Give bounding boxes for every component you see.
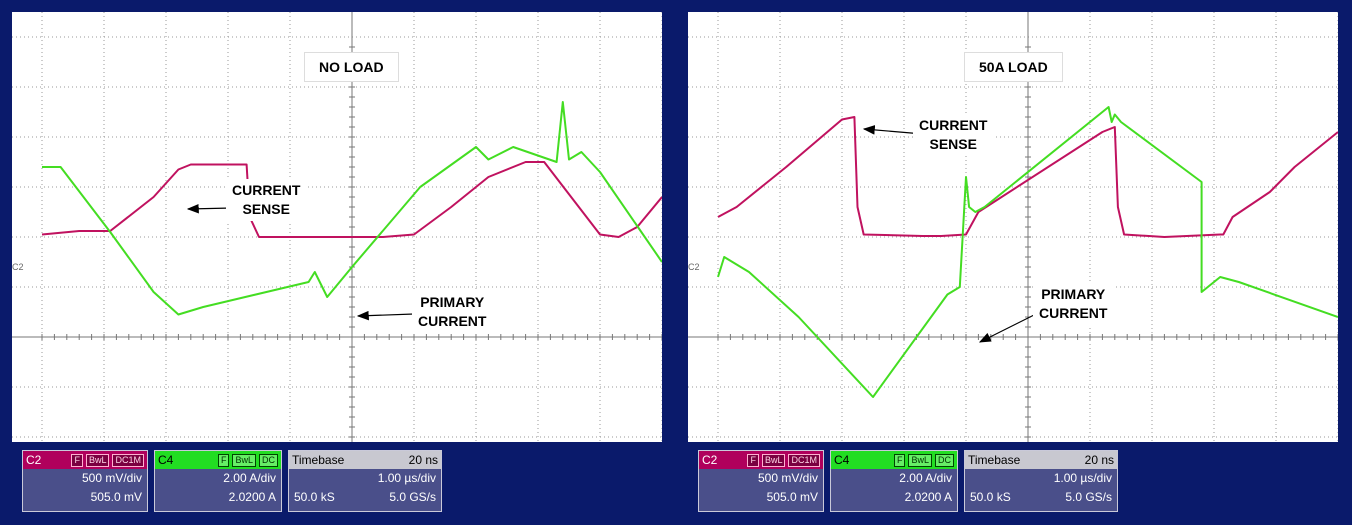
timebase-delay: 20 ns: [408, 453, 438, 467]
annotation-line: CURRENT: [1039, 305, 1108, 321]
timebase-rate: 5.0 GS/s: [1065, 490, 1112, 504]
annotation-line: CURRENT: [418, 313, 487, 329]
annotation-line: CURRENT: [919, 117, 988, 133]
channel-2-label: C2: [26, 453, 42, 467]
tag-coupling: DC1M: [112, 453, 144, 467]
channel-4-offset: 2.0200 A: [228, 490, 276, 504]
annotation-current-sense: CURRENT SENSE: [913, 114, 994, 156]
tag-bandwidth: BwL: [761, 453, 786, 467]
tag-bandwidth: BwL: [232, 453, 256, 467]
channel-4-box[interactable]: C4 F BwL DC 2.00 A/div 2.0200 A: [830, 450, 958, 512]
annotation-current-sense: CURRENT SENSE: [226, 179, 307, 221]
channel-2-offset: 505.0 mV: [90, 490, 142, 504]
trace-c2: [717, 116, 1338, 238]
timebase-scale: 1.00 µs/div: [377, 471, 436, 485]
timebase-label: Timebase: [968, 453, 1021, 467]
scope-panel-no-load: C2 NO LOAD CURRENT SENSE PRIMARY CURRENT…: [0, 0, 676, 525]
timebase-box[interactable]: Timebase 20 ns 1.00 µs/div 50.0 kS 5.0 G…: [964, 450, 1118, 512]
channel-4-scale: 2.00 A/div: [899, 471, 952, 485]
tag-filter: F: [217, 453, 230, 467]
channel-4-scale: 2.00 A/div: [223, 471, 276, 485]
channel-2-offset: 505.0 mV: [766, 490, 818, 504]
tag-coupling: DC: [259, 453, 278, 467]
channel-2-scale: 500 mV/div: [757, 471, 818, 485]
tag-bandwidth: BwL: [85, 453, 110, 467]
channel-2-scale: 500 mV/div: [81, 471, 142, 485]
timebase-samples: 50.0 kS: [970, 490, 1011, 504]
scope-panel-50a-load: C2 50A LOAD CURRENT SENSE PRIMARY CURREN…: [676, 0, 1352, 525]
timebase-label: Timebase: [292, 453, 345, 467]
tag-coupling: DC: [935, 453, 954, 467]
timebase-samples: 50.0 kS: [294, 490, 335, 504]
channel-4-box[interactable]: C4 F BwL DC 2.00 A/div 2.0200 A: [154, 450, 282, 512]
channel-marker: C2: [12, 262, 24, 272]
annotation-arrow: [186, 203, 233, 214]
timebase-delay: 20 ns: [1084, 453, 1114, 467]
timebase-rate: 5.0 GS/s: [389, 490, 436, 504]
annotation-line: CURRENT: [232, 182, 301, 198]
channel-4-offset: 2.0200 A: [904, 490, 952, 504]
waveform-plot: [688, 12, 1338, 442]
trace-c4: [717, 106, 1338, 398]
tag-filter: F: [71, 453, 83, 467]
channel-4-label: C4: [834, 453, 850, 467]
channel-2-label: C2: [702, 453, 718, 467]
tag-filter: F: [747, 453, 759, 467]
annotation-line: PRIMARY: [1041, 286, 1106, 302]
timebase-scale: 1.00 µs/div: [1053, 471, 1112, 485]
waveform-plot: [12, 12, 662, 442]
plot-title: 50A LOAD: [964, 52, 1063, 82]
scope-screen: C2 NO LOAD CURRENT SENSE PRIMARY CURRENT: [12, 12, 662, 442]
trace-c4: [42, 101, 662, 316]
channel-marker: C2: [688, 262, 700, 272]
channel-4-label: C4: [158, 453, 174, 467]
timebase-box[interactable]: Timebase 20 ns 1.00 µs/div 50.0 kS 5.0 G…: [288, 450, 442, 512]
tag-bandwidth: BwL: [908, 453, 932, 467]
annotation-primary-current: PRIMARY CURRENT: [1033, 283, 1114, 325]
annotation-line: PRIMARY: [420, 294, 485, 310]
plot-title: NO LOAD: [304, 52, 399, 82]
scope-screen: C2 50A LOAD CURRENT SENSE PRIMARY CURREN…: [688, 12, 1338, 442]
channel-2-box[interactable]: C2 F BwL DC1M 500 mV/div 505.0 mV: [22, 450, 148, 512]
trace-c2: [41, 161, 662, 238]
annotation-line: SENSE: [929, 136, 977, 152]
annotation-line: SENSE: [242, 201, 290, 217]
channel-2-box[interactable]: C2 F BwL DC1M 500 mV/div 505.0 mV: [698, 450, 824, 512]
tag-coupling: DC1M: [788, 453, 820, 467]
annotation-arrow: [356, 310, 415, 321]
tag-filter: F: [893, 453, 906, 467]
annotation-primary-current: PRIMARY CURRENT: [412, 291, 493, 333]
